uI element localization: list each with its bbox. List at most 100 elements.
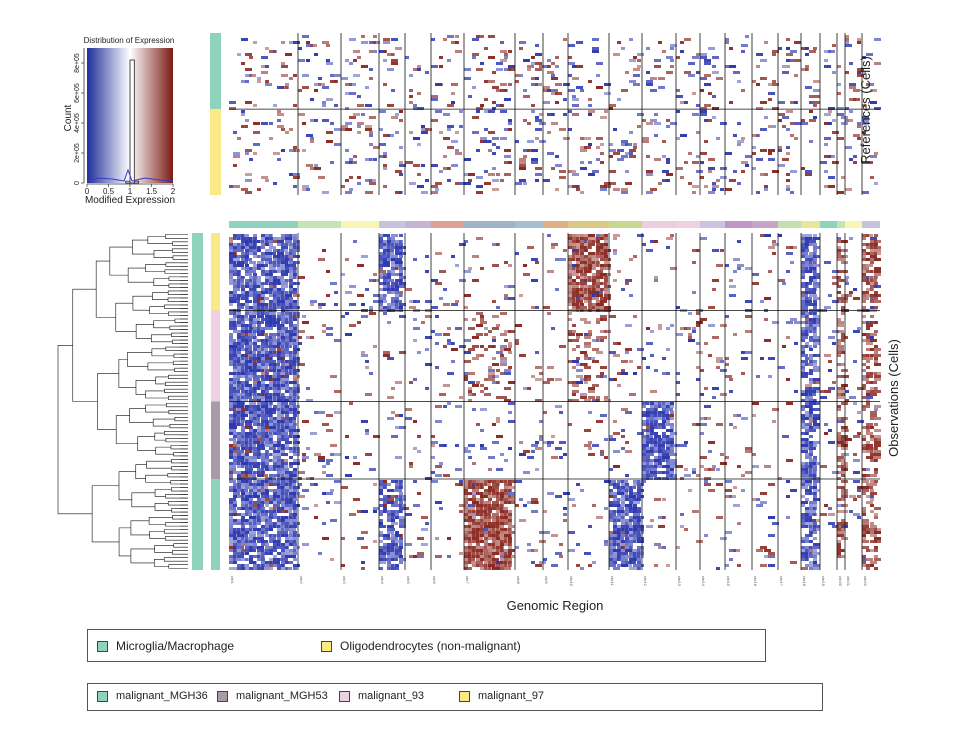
heatmap-cell (261, 420, 268, 423)
heatmap-cell (650, 519, 654, 522)
heatmap-cell (257, 399, 261, 402)
heatmap-cell (261, 372, 268, 375)
heatmap-cell (391, 495, 398, 498)
heatmap-cell (563, 519, 567, 522)
heatmap-cell (874, 408, 878, 411)
heatmap-cell (688, 74, 695, 77)
heatmap-cell (399, 252, 406, 255)
heatmap-cell (277, 396, 281, 399)
heatmap-cell (249, 261, 256, 264)
heatmap-cell (500, 179, 504, 182)
heatmap-cell (253, 357, 260, 360)
heatmap-cell (805, 405, 812, 408)
heatmap-cell (293, 270, 297, 273)
heatmap-cell (504, 285, 508, 288)
heatmap-cell (253, 360, 257, 363)
heatmap-cell (708, 441, 715, 444)
heatmap-cell (576, 246, 583, 249)
heatmap-cell (241, 324, 248, 327)
heatmap-cell (447, 35, 454, 38)
heatmap-cell (289, 474, 296, 477)
heatmap-cell (670, 324, 674, 327)
heatmap-cell (395, 306, 399, 309)
heatmap-cell (330, 375, 337, 378)
heatmap-cell (455, 41, 459, 44)
heatmap-cell (395, 273, 402, 276)
heatmap-cell (285, 378, 289, 381)
heatmap-cell (361, 510, 368, 513)
heatmap-cell (293, 234, 297, 237)
heatmap-cell (805, 426, 809, 429)
heatmap-cell (801, 423, 805, 426)
heatmap-cell (837, 420, 844, 423)
heatmap-cell (399, 414, 403, 417)
heatmap-cell (484, 510, 488, 513)
heatmap-cell (716, 137, 720, 140)
heatmap-cell (752, 498, 756, 501)
heatmap-cell (613, 234, 620, 237)
heatmap-cell (253, 471, 260, 474)
heatmap-cell (853, 161, 857, 164)
heatmap-cell (293, 261, 300, 264)
heatmap-cell (646, 429, 653, 432)
heatmap-cell (245, 243, 249, 246)
heatmap-cell (837, 279, 844, 282)
heatmap-cell (809, 402, 816, 405)
heatmap-cell (596, 246, 603, 249)
heatmap-cell (480, 525, 487, 528)
heatmap-cell (237, 306, 244, 309)
heatmap-cell (257, 188, 261, 191)
heatmap-cell (551, 74, 555, 77)
heatmap-cell (245, 369, 252, 372)
heatmap-cell (443, 155, 447, 158)
heatmap-cell (519, 453, 526, 456)
heatmap-cell (245, 255, 249, 258)
heatmap-cell (387, 243, 394, 246)
heatmap-cell (600, 273, 607, 276)
heatmap-cell (535, 501, 539, 504)
heatmap-cell (600, 288, 604, 291)
heatmap-cell (813, 462, 820, 465)
heatmap-cell (281, 489, 285, 492)
heatmap-cell (805, 402, 809, 405)
heatmap-cell (874, 390, 881, 393)
heatmap-cell (314, 411, 318, 414)
heatmap-cell (245, 513, 252, 516)
heatmap-cell (459, 279, 466, 282)
heatmap-cell (273, 432, 277, 435)
heatmap-cell (253, 378, 260, 381)
heatmap-cell (289, 354, 296, 357)
heatmap-cell (395, 288, 399, 291)
heatmap-cell (523, 387, 527, 390)
heatmap-cell (293, 462, 300, 465)
heatmap-cell (588, 396, 595, 399)
heatmap-cell (670, 414, 674, 417)
heatmap-cell (580, 282, 587, 285)
heatmap-cell (580, 255, 584, 258)
heatmap-cell (629, 501, 633, 504)
heatmap-cell (654, 426, 658, 429)
reference-annotation-segment (210, 33, 221, 110)
dendrogram-branch (149, 531, 166, 539)
heatmap-cell (229, 486, 236, 489)
heatmap-cell (293, 249, 300, 252)
heatmap-cell (712, 116, 716, 119)
heatmap-cell (809, 270, 816, 273)
heatmap-cell (277, 288, 281, 291)
heatmap-cell (293, 396, 300, 399)
heatmap-cell (476, 176, 483, 179)
heatmap-cell (391, 261, 398, 264)
heatmap-cell (233, 291, 237, 294)
heatmap-cell (229, 477, 233, 480)
heatmap-cell (604, 285, 611, 288)
heatmap-cell (666, 462, 670, 465)
heatmap-cell (241, 414, 248, 417)
heatmap-cell (568, 303, 575, 306)
heatmap-cell (666, 477, 670, 480)
heatmap-cell (265, 252, 272, 255)
heatmap-cell (801, 327, 805, 330)
heatmap-cell (265, 297, 269, 300)
heatmap-cell (229, 312, 236, 315)
heatmap-cell (720, 176, 727, 179)
heatmap-cell (646, 435, 653, 438)
